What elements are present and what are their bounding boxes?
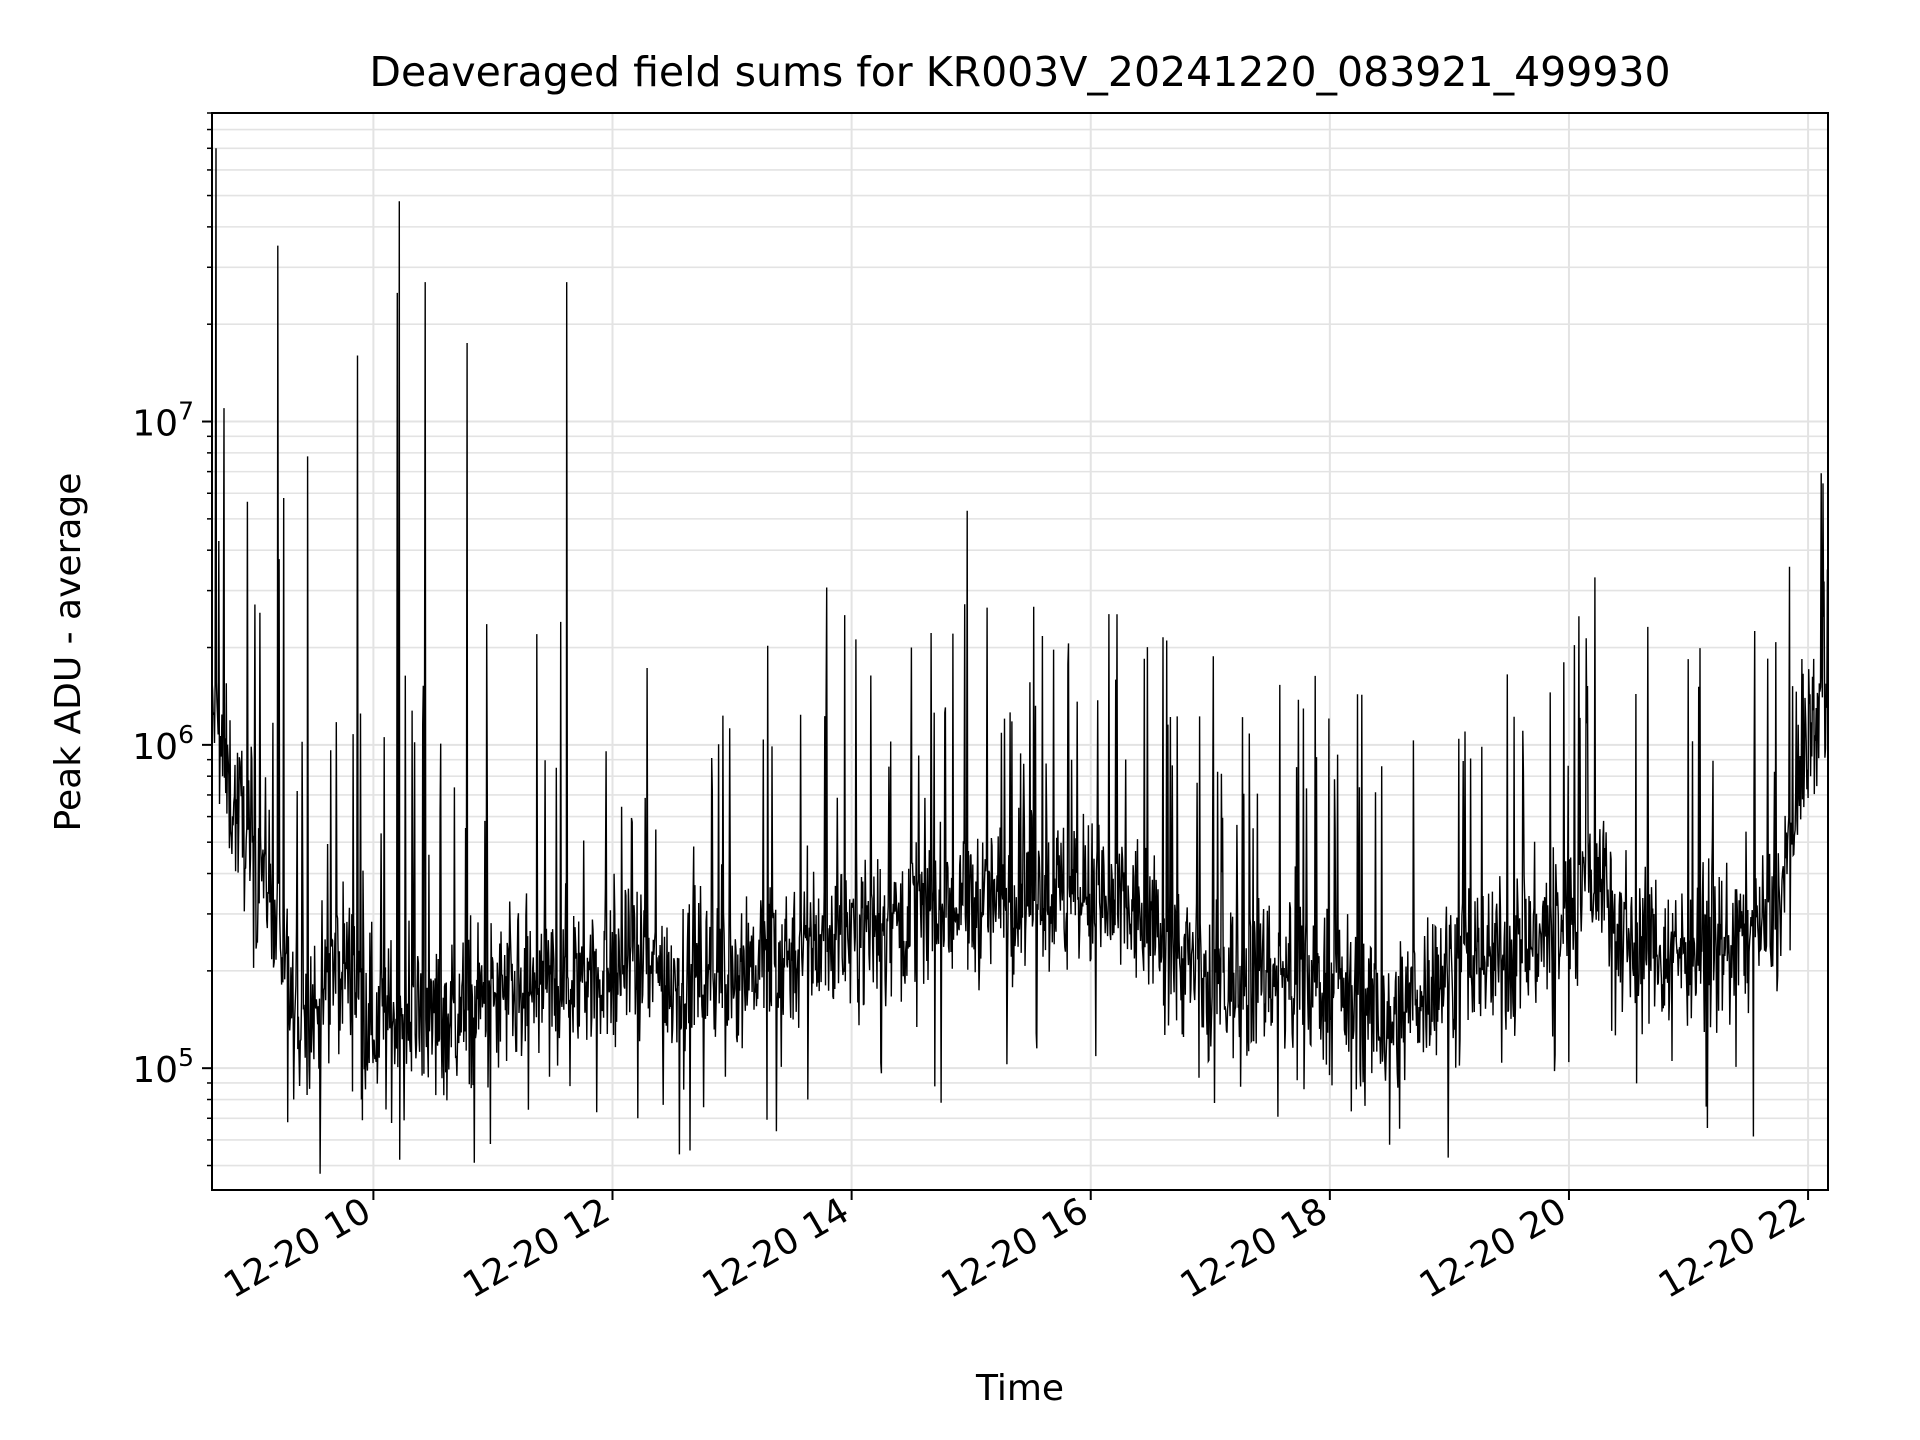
y-tick-label: 107	[132, 397, 194, 445]
series-line	[211, 148, 1829, 1174]
y-axis-label: Peak ADU - average	[48, 473, 89, 832]
plot-area	[211, 148, 1829, 1174]
y-tick-label: 105	[132, 1043, 194, 1091]
chart-title: Deaveraged field sums for KR003V_2024122…	[369, 48, 1670, 96]
x-axis-label: Time	[975, 1368, 1064, 1409]
axes-frame	[211, 112, 1829, 1191]
y-tick-label: 106	[132, 720, 194, 768]
